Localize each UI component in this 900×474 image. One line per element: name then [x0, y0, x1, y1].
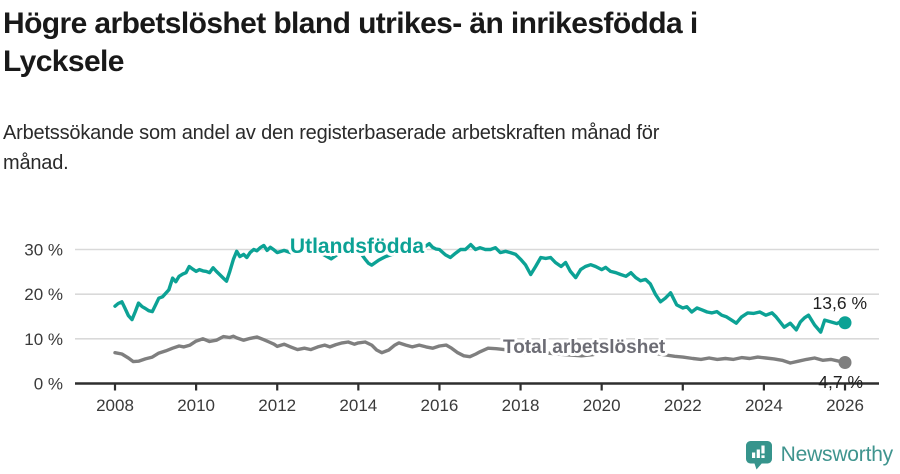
page-title: Högre arbetslöshet bland utrikes- än inr…: [3, 5, 900, 81]
x-tick-label-2010: 2010: [177, 396, 215, 415]
y-tick-label-10-percent: 10 %: [24, 330, 63, 349]
chart-subtitle-line-2: månad.: [3, 152, 69, 174]
series-end-value-total-arbetsl-shet: 4,7 %: [818, 372, 863, 392]
chart-subtitle-line-1: Arbetssökande som andel av den registerb…: [3, 122, 660, 144]
x-tick-label-2024: 2024: [745, 396, 783, 415]
y-tick-label-20-percent: 20 %: [24, 285, 63, 304]
x-tick-label-2016: 2016: [421, 396, 459, 415]
newsworthy-wordmark: Newsworthy: [780, 443, 894, 466]
series-end-value-utlandsf-dda: 13,6 %: [813, 293, 867, 313]
x-tick-label-2008: 2008: [96, 396, 134, 415]
series-end-dot-total-arbetsl-shet: [838, 356, 852, 370]
x-tick-label-2018: 2018: [502, 396, 540, 415]
y-tick-label-0-percent: 0 %: [34, 375, 63, 394]
page-title-line-1: Högre arbetslöshet bland utrikes- än inr…: [3, 7, 698, 40]
chart-subtitle: Arbetssökande som andel av den registerb…: [3, 118, 900, 178]
x-tick-label-2020: 2020: [583, 396, 621, 415]
x-tick-label-2012: 2012: [258, 396, 296, 415]
series-end-dot-utlandsf-dda: [838, 316, 852, 330]
series-label-total-arbetsl-shet: Total arbetslöshet: [503, 337, 666, 358]
x-tick-label-2022: 2022: [664, 396, 702, 415]
y-tick-label-30-percent: 30 %: [24, 240, 63, 259]
series-line-utlandsf-dda: [113, 241, 847, 334]
newsworthy-icon: [745, 441, 772, 470]
series-label-utlandsf-dda: Utlandsfödda: [290, 235, 424, 258]
newsworthy-logo[interactable]: Newsworthy: [745, 440, 893, 470]
page-title-line-2: Lycksele: [3, 45, 124, 78]
series-line-total-arbetsl-shet: [113, 334, 847, 365]
x-tick-label-2014: 2014: [339, 396, 377, 415]
x-tick-label-2026: 2026: [826, 396, 864, 415]
